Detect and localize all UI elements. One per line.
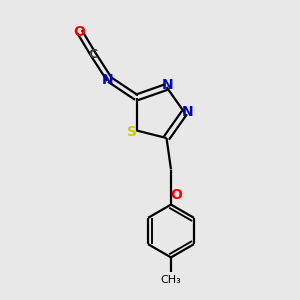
Text: CH₃: CH₃ [160,275,182,285]
Text: S: S [127,125,137,139]
Text: N: N [102,73,114,86]
Text: O: O [74,25,86,38]
Text: C: C [88,47,98,61]
Text: N: N [182,106,193,119]
Text: O: O [170,188,182,202]
Text: N: N [162,78,174,92]
